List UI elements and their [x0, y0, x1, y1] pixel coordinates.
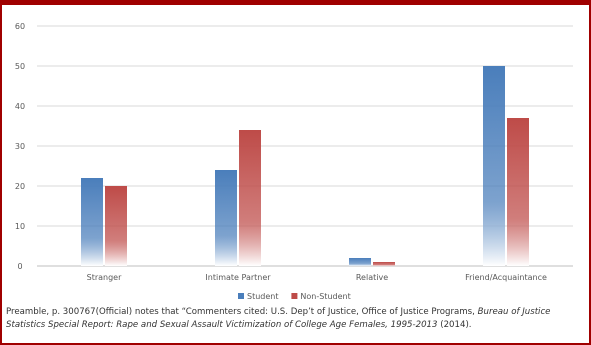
- bar-student-2: [349, 258, 371, 266]
- x-category-label: Intimate Partner: [205, 273, 271, 282]
- legend-label: Student: [247, 292, 279, 301]
- y-tick-label: 40: [15, 102, 25, 111]
- y-tick-label: 60: [15, 22, 25, 31]
- y-tick-label: 0: [17, 262, 22, 271]
- bar-non-student-0: [105, 186, 127, 266]
- y-tick-label: 10: [15, 222, 25, 231]
- source-caption: Preamble, p. 300767(Official) notes that…: [6, 306, 584, 331]
- legend-swatch: [238, 293, 244, 299]
- bar-student-3: [483, 66, 505, 266]
- bar-non-student-3: [507, 118, 529, 266]
- legend-label: Non-Student: [300, 292, 350, 301]
- x-category-label: Relative: [356, 273, 388, 282]
- caption-italic-title: Bureau of Justice Statistics Special Rep…: [6, 307, 551, 330]
- caption-text-1: Preamble, p. 300767(Official) notes that…: [6, 307, 478, 317]
- y-tick-label: 30: [15, 142, 25, 151]
- bar-non-student-2: [373, 262, 395, 266]
- bar-non-student-1: [239, 130, 261, 266]
- legend-swatch: [291, 293, 298, 299]
- legend: Student Non-Student: [238, 292, 351, 301]
- bar-student-1: [215, 170, 237, 266]
- caption-text-2: (2014).: [437, 319, 472, 330]
- bar-student-0: [81, 178, 103, 266]
- x-category-label: Friend/Acquaintance: [465, 273, 547, 282]
- bars: [81, 66, 529, 266]
- x-axis-categories: Stranger Intimate Partner Relative Friend/A…: [87, 273, 547, 282]
- y-axis-ticks: 0 10 20 30 40 50 60: [15, 22, 25, 271]
- y-tick-label: 50: [15, 62, 25, 71]
- y-tick-label: 20: [15, 182, 25, 191]
- x-category-label: Stranger: [87, 273, 122, 282]
